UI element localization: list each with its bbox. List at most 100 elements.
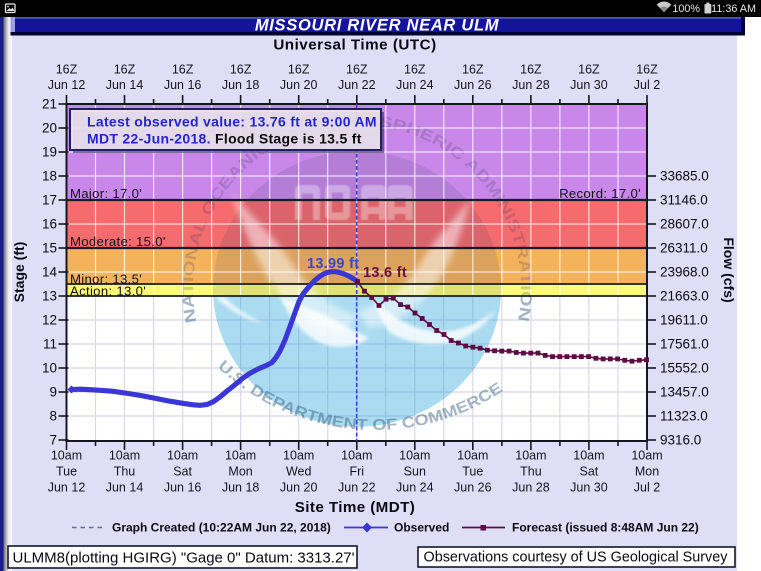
svg-text:8: 8 (49, 409, 57, 424)
svg-text:Fri: Fri (350, 465, 365, 479)
svg-text:16Z: 16Z (56, 63, 78, 77)
svg-text:Action: 13.0': Action: 13.0' (70, 284, 146, 299)
svg-text:Observed: Observed (394, 521, 449, 535)
svg-text:Site Time (MDT): Site Time (MDT) (295, 499, 415, 516)
svg-text:13.99 ft: 13.99 ft (307, 256, 359, 272)
svg-text:18: 18 (42, 169, 57, 184)
svg-text:Sun: Sun (404, 465, 426, 479)
svg-text:Mon: Mon (635, 465, 659, 479)
svg-text:Jul 2: Jul 2 (634, 78, 660, 92)
svg-text:19611.0: 19611.0 (660, 313, 708, 328)
svg-text:10am: 10am (51, 449, 82, 463)
svg-text:13: 13 (42, 289, 57, 304)
svg-text:16: 16 (42, 217, 57, 232)
svg-text:28607.0: 28607.0 (660, 217, 709, 232)
svg-text:Jun 24: Jun 24 (396, 78, 434, 92)
svg-text:10am: 10am (341, 449, 372, 463)
svg-text:10am: 10am (225, 449, 256, 463)
svg-text:20: 20 (42, 121, 57, 136)
svg-text:Jun 12: Jun 12 (48, 78, 86, 92)
svg-text:Thu: Thu (114, 465, 136, 479)
svg-text:Thu: Thu (520, 465, 542, 479)
svg-text:11323.0: 11323.0 (660, 409, 708, 424)
svg-text:16Z: 16Z (636, 63, 658, 77)
svg-text:16Z: 16Z (288, 63, 310, 77)
svg-text:14: 14 (42, 265, 58, 280)
svg-text:Sat: Sat (173, 465, 192, 479)
svg-text:Minor: 13.5': Minor: 13.5' (70, 272, 142, 287)
svg-text:15552.0: 15552.0 (660, 361, 709, 376)
svg-text:Tue: Tue (56, 465, 77, 479)
svg-text:19: 19 (42, 145, 57, 160)
svg-text:Universal Time (UTC): Universal Time (UTC) (273, 37, 436, 54)
svg-text:Jun 26: Jun 26 (454, 481, 492, 495)
svg-text:9: 9 (49, 385, 57, 400)
svg-text:26311.0: 26311.0 (660, 241, 708, 256)
svg-text:17: 17 (42, 193, 57, 208)
svg-text:10am: 10am (573, 449, 604, 463)
svg-text:100%: 100% (672, 3, 700, 15)
svg-text:21: 21 (42, 97, 57, 112)
svg-text:10: 10 (42, 361, 57, 376)
svg-text:Jun 28: Jun 28 (512, 481, 550, 495)
svg-text:Forecast (issued 8:48AM Jun 22: Forecast (issued 8:48AM Jun 22) (512, 521, 699, 535)
svg-text:10am: 10am (283, 449, 314, 463)
svg-text:Jun 22: Jun 22 (338, 481, 376, 495)
svg-text:7: 7 (49, 433, 57, 448)
svg-text:Jun 20: Jun 20 (280, 481, 318, 495)
svg-text:9316.0: 9316.0 (660, 433, 701, 448)
svg-text:23968.0: 23968.0 (660, 265, 709, 280)
svg-text:10am: 10am (515, 449, 546, 463)
svg-text:Jun 22: Jun 22 (338, 78, 376, 92)
svg-text:11:36 AM: 11:36 AM (711, 3, 756, 15)
svg-text:13457.0: 13457.0 (660, 385, 709, 400)
svg-text:Jun 24: Jun 24 (396, 481, 434, 495)
svg-text:16Z: 16Z (578, 63, 600, 77)
svg-text:16Z: 16Z (346, 63, 368, 77)
svg-text:Graph Created (10:22AM Jun 22,: Graph Created (10:22AM Jun 22, 2018) (112, 521, 331, 535)
svg-text:Record: 17.0': Record: 17.0' (559, 186, 641, 201)
svg-text:ULMM8(plotting HGIRG) "Gage 0": ULMM8(plotting HGIRG) "Gage 0" Datum: 33… (13, 550, 355, 567)
svg-text:15: 15 (42, 241, 57, 256)
svg-text:10am: 10am (457, 449, 488, 463)
svg-text:Jun 28: Jun 28 (512, 78, 550, 92)
svg-text:Moderate: 15.0': Moderate: 15.0' (70, 234, 166, 249)
svg-text:16Z: 16Z (172, 63, 194, 77)
svg-text:16Z: 16Z (230, 63, 252, 77)
svg-text:Jun 30: Jun 30 (570, 481, 608, 495)
svg-text:Wed: Wed (286, 465, 312, 479)
svg-text:16Z: 16Z (404, 63, 426, 77)
svg-text:10am: 10am (109, 449, 140, 463)
svg-text:11: 11 (43, 337, 57, 352)
svg-text:Jun 26: Jun 26 (454, 78, 492, 92)
svg-text:Observations courtesy of US Ge: Observations courtesy of US Geological S… (424, 550, 729, 566)
svg-text:Jun 16: Jun 16 (164, 481, 202, 495)
svg-text:Mon: Mon (228, 465, 252, 479)
svg-text:10am: 10am (631, 449, 662, 463)
svg-text:16Z: 16Z (520, 63, 542, 77)
svg-text:10am: 10am (399, 449, 430, 463)
svg-text:Jun 18: Jun 18 (222, 78, 260, 92)
svg-text:10am: 10am (167, 449, 198, 463)
svg-text:Jun 12: Jun 12 (48, 481, 86, 495)
svg-text:31146.0: 31146.0 (660, 193, 708, 208)
svg-text:Jul 2: Jul 2 (634, 481, 660, 495)
svg-text:Flow (cfs): Flow (cfs) (721, 237, 737, 302)
svg-text:Sat: Sat (580, 465, 599, 479)
svg-text:Jun 18: Jun 18 (222, 481, 260, 495)
svg-text:Jun 16: Jun 16 (164, 78, 202, 92)
svg-text:17561.0: 17561.0 (660, 337, 709, 352)
svg-text:13.6 ft: 13.6 ft (363, 265, 407, 281)
svg-text:Major: 17.0': Major: 17.0' (70, 186, 142, 201)
svg-text:Jun 14: Jun 14 (106, 481, 144, 495)
svg-text:Jun 20: Jun 20 (280, 78, 318, 92)
svg-text:Jun 14: Jun 14 (106, 78, 144, 92)
svg-text:MDT 22-Jun-2018. Flood Stage i: MDT 22-Jun-2018. Flood Stage is 13.5 ft (87, 131, 362, 147)
svg-text:16Z: 16Z (114, 63, 136, 77)
svg-text:Stage (ft): Stage (ft) (11, 242, 27, 303)
svg-text:Latest observed value: 13.76 f: Latest observed value: 13.76 ft at 9:00 … (87, 114, 377, 130)
svg-text:MISSOURI RIVER NEAR ULM: MISSOURI RIVER NEAR ULM (255, 17, 500, 35)
svg-text:16Z: 16Z (462, 63, 484, 77)
svg-text:21663.0: 21663.0 (660, 289, 709, 304)
svg-text:Tue: Tue (462, 465, 483, 479)
